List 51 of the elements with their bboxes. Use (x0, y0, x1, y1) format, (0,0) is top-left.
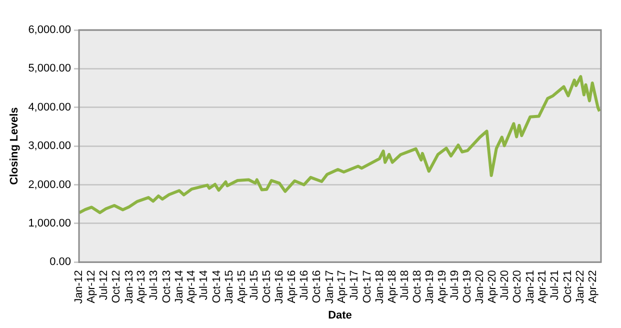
x-tick-label: Oct-13 (160, 270, 173, 304)
x-tick-label: Oct-15 (260, 270, 273, 304)
x-tick-label: Apr-14 (186, 270, 198, 304)
x-tick-label: Apr-12 (86, 270, 98, 304)
x-tick-label: Oct-19 (461, 270, 474, 304)
x-tick-label: Jul-19 (448, 270, 461, 300)
x-tick-label: Jan-16 (274, 270, 286, 304)
x-tick-label: Apr-15 (236, 270, 248, 304)
x-tick-label: Jul-20 (499, 270, 512, 300)
x-tick-label: Apr-16 (286, 270, 298, 304)
x-tick-label: Apr-19 (436, 270, 448, 304)
x-tick-label: Jan-13 (123, 270, 136, 304)
x-tick-label: Oct-14 (210, 270, 223, 304)
x-tick-label: Jul-17 (348, 270, 361, 300)
x-axis-title: Date (328, 309, 352, 322)
x-tick-label: Jan-21 (524, 270, 536, 304)
x-tick-label: Apr-22 (586, 270, 599, 304)
x-tick-label: Apr-13 (136, 270, 148, 304)
x-tick-label: Jan-22 (574, 270, 586, 304)
y-tick-label: 1,000.00 (28, 218, 72, 230)
x-tick-label: Jan-15 (223, 270, 236, 304)
x-tick-label: Jul-16 (298, 270, 311, 300)
x-tick-label: Jan-17 (324, 270, 336, 304)
x-tick-label: Jul-12 (98, 270, 110, 300)
x-tick-label: Apr-18 (386, 270, 398, 304)
y-tick-label: 4,000.00 (28, 101, 72, 114)
x-tick-label: Oct-16 (311, 270, 324, 304)
x-tick-label: Jan-19 (424, 270, 436, 304)
x-tick-label: Jan-18 (374, 270, 386, 304)
y-tick-label: 0.00 (50, 256, 72, 268)
x-tick-label: Jul-14 (198, 270, 210, 300)
x-tick-label: Oct-17 (361, 270, 374, 304)
y-tick-label: 5,000.00 (28, 62, 72, 75)
x-tick-label: Jan-20 (474, 270, 486, 304)
x-tick-label: Jan-12 (73, 270, 86, 304)
x-tick-label: Jul-15 (248, 270, 260, 300)
x-tick-label: Apr-21 (536, 270, 549, 304)
x-tick-label: Apr-20 (486, 270, 499, 304)
y-axis-title: Closing Levels (8, 107, 21, 185)
x-tick-label: Oct-21 (562, 270, 574, 304)
y-tick-label: 2,000.00 (28, 178, 72, 191)
x-tick-label: Jan-14 (173, 270, 186, 304)
y-tick-label: 3,000.00 (28, 140, 72, 152)
y-tick-label: 6,000.00 (28, 24, 72, 36)
x-tick-label: Oct-20 (512, 270, 524, 304)
x-tick-label: Oct-12 (110, 270, 123, 304)
x-tick-label: Jul-21 (549, 270, 562, 300)
x-tick-label: Oct-18 (411, 270, 424, 304)
x-tick-label: Apr-17 (336, 270, 348, 304)
x-tick-label: Jul-18 (398, 270, 411, 300)
x-tick-label: Jul-13 (148, 270, 160, 300)
